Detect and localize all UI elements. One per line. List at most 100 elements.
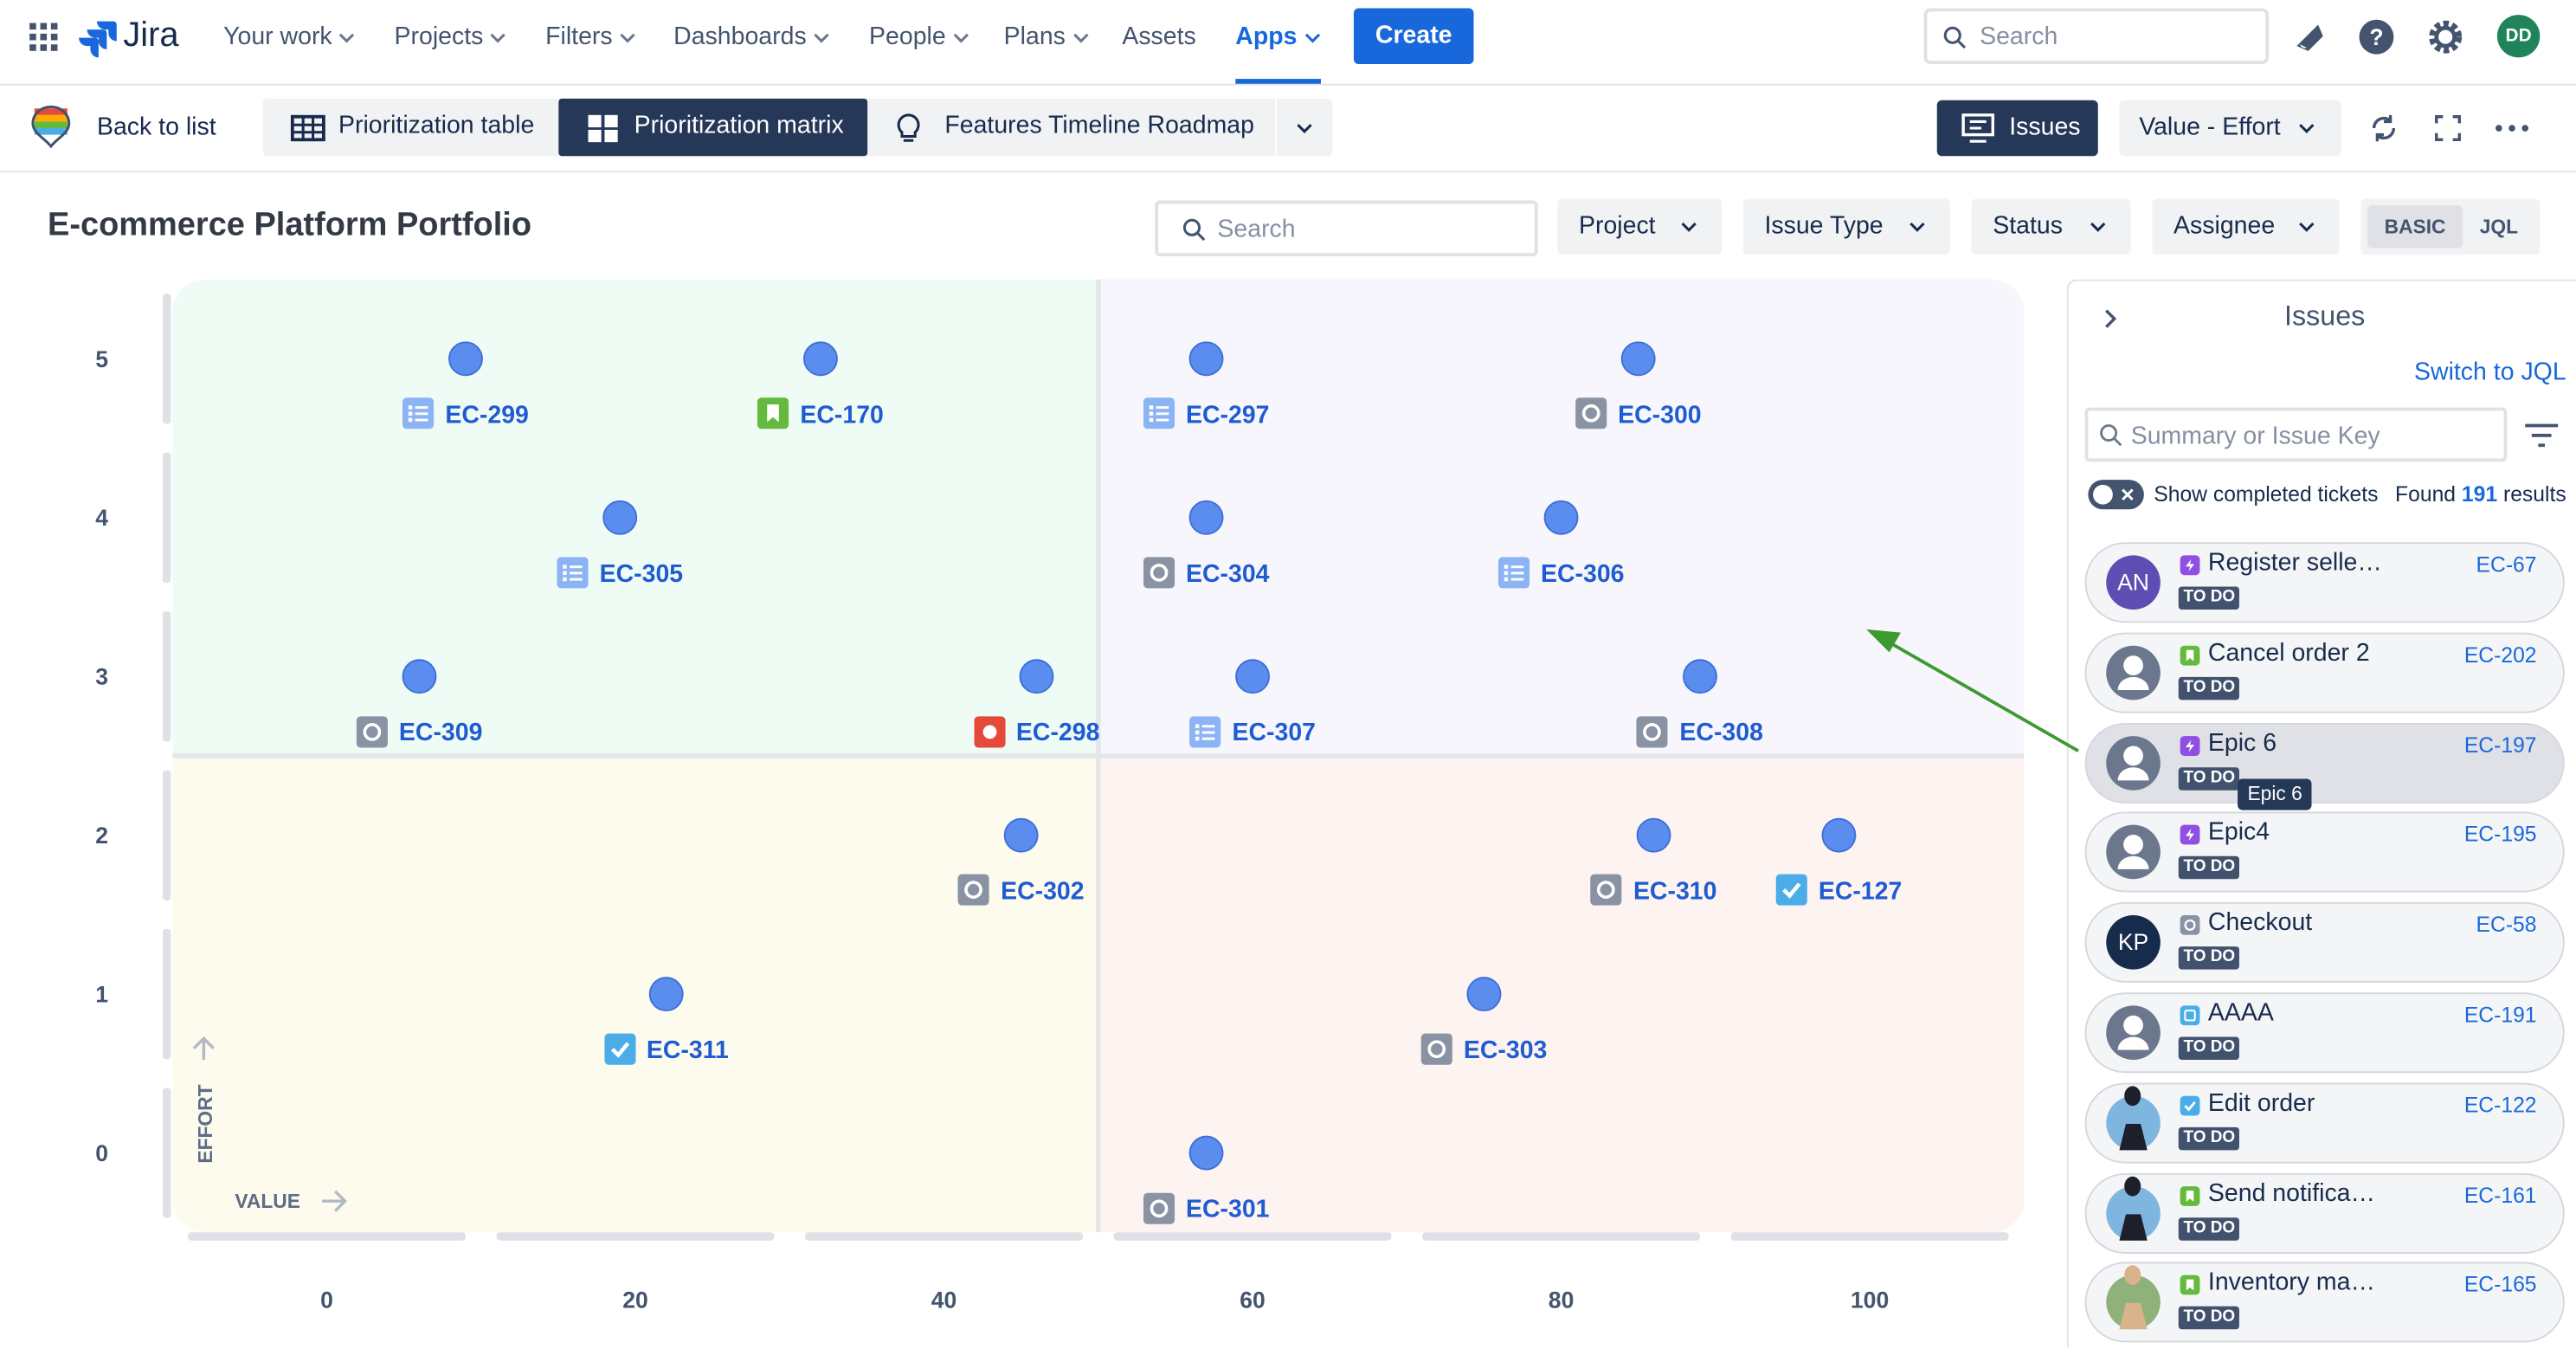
- completed-toggle[interactable]: [2088, 480, 2144, 510]
- glyph: [1597, 881, 1615, 900]
- issue-key-label[interactable]: EC-308: [1679, 719, 1762, 746]
- q: ?: [2369, 24, 2383, 50]
- user-avatar[interactable]: DD: [2496, 15, 2541, 58]
- filter-dropdown[interactable]: Status: [1971, 198, 2131, 255]
- view-tab[interactable]: Prioritization table: [263, 99, 559, 156]
- issue-point[interactable]: [402, 659, 437, 694]
- issue-key-label[interactable]: EC-300: [1618, 401, 1701, 429]
- chevron: [953, 33, 969, 43]
- issue-point[interactable]: [1543, 500, 1579, 535]
- issue-card[interactable]: KP Checkout EC-58 TO DO: [2084, 902, 2565, 984]
- panel-search[interactable]: Summary or Issue Key: [2084, 407, 2508, 462]
- issue-point[interactable]: [1821, 817, 1857, 853]
- glyph: [2186, 739, 2195, 752]
- issue-key-label[interactable]: EC-127: [1819, 878, 1902, 906]
- issues-button[interactable]: Issues: [1936, 100, 2098, 157]
- nav-item[interactable]: Projects: [394, 23, 484, 51]
- issue-point[interactable]: [1188, 1135, 1224, 1171]
- issue-key-label[interactable]: EC-311: [647, 1036, 729, 1064]
- issue-point[interactable]: [1235, 659, 1270, 694]
- sq: [588, 114, 602, 128]
- dot: [2508, 125, 2515, 132]
- issue-point[interactable]: [1683, 659, 1717, 694]
- issue-key-label[interactable]: EC-170: [800, 401, 883, 429]
- chevron-icon: [1297, 124, 1312, 133]
- filter-dropdown[interactable]: Project: [1557, 198, 1723, 255]
- issue-point[interactable]: [602, 500, 638, 535]
- issue-key-label[interactable]: EC-307: [1232, 719, 1315, 746]
- product-name[interactable]: Jira: [123, 16, 179, 55]
- issue-key-label[interactable]: EC-310: [1633, 878, 1716, 906]
- glyph: [2186, 558, 2195, 571]
- chevron: [1297, 124, 1312, 133]
- issue-point[interactable]: [1620, 341, 1656, 377]
- issue-key-label[interactable]: EC-298: [1016, 719, 1099, 746]
- mode-jql[interactable]: JQL: [2479, 215, 2519, 239]
- issue-card[interactable]: Epic 6 EC-197 TO DO: [2084, 722, 2565, 804]
- c: [2105, 309, 2117, 328]
- create-button[interactable]: Create: [1353, 8, 1474, 65]
- issue-key-label[interactable]: EC-297: [1186, 401, 1269, 429]
- issue-key: EC-197: [2463, 732, 2537, 758]
- back-link[interactable]: Back to list: [96, 113, 216, 142]
- issue-key-label[interactable]: EC-306: [1541, 560, 1624, 588]
- tooltip: Epic 6: [2238, 778, 2313, 810]
- issue-point[interactable]: [1466, 977, 1502, 1012]
- issue-type-icon: [957, 875, 989, 907]
- issue-point[interactable]: [1188, 500, 1224, 535]
- glyph: [1504, 577, 1508, 582]
- issue-card[interactable]: AN Register selle… EC-67 TO DO: [2084, 542, 2565, 623]
- glyph: [1201, 724, 1215, 727]
- issue-point[interactable]: [648, 977, 684, 1012]
- handle: [1957, 40, 1967, 49]
- nav-item[interactable]: Filters: [545, 23, 613, 51]
- nav-item[interactable]: Assets: [1122, 23, 1196, 51]
- issue-card[interactable]: AAAA EC-191 TO DO: [2084, 992, 2565, 1074]
- issue-point[interactable]: [1636, 817, 1671, 853]
- issue-key: EC-195: [2463, 822, 2537, 848]
- switch-jql-link[interactable]: Switch to JQL: [2414, 358, 2566, 386]
- mode-basic[interactable]: BASIC: [2367, 205, 2463, 248]
- issue-point[interactable]: [1188, 341, 1224, 377]
- nav-item[interactable]: Plans: [1003, 23, 1066, 51]
- assignee-avatar: AN: [2106, 555, 2161, 610]
- filter-search[interactable]: Search: [1155, 200, 1538, 257]
- body: [2117, 856, 2149, 870]
- issue-key-label[interactable]: EC-303: [1464, 1036, 1547, 1064]
- chevron-icon: [1909, 223, 1925, 232]
- issue-key-label[interactable]: EC-305: [600, 560, 684, 588]
- issue-card[interactable]: Inventory ma… EC-165 TO DO: [2084, 1262, 2565, 1344]
- issue-point[interactable]: [803, 341, 838, 377]
- issue-point[interactable]: [1019, 659, 1054, 694]
- search-placeholder: Summary or Issue Key: [2130, 422, 2380, 450]
- issue-type-icon: [1497, 557, 1530, 589]
- issue-key-label[interactable]: EC-304: [1186, 560, 1270, 588]
- issue-point[interactable]: [1003, 817, 1039, 853]
- chevron: [814, 33, 829, 43]
- nav-item[interactable]: Your work: [223, 23, 332, 51]
- issue-key-label[interactable]: EC-302: [1001, 878, 1084, 906]
- issue-card[interactable]: Cancel order 2 EC-202 TO DO: [2084, 632, 2565, 713]
- tab-more[interactable]: [1274, 98, 1332, 157]
- view-tab[interactable]: Features Timeline Roadmap: [867, 99, 1275, 156]
- glyph: [1643, 722, 1662, 741]
- nav-item[interactable]: People: [869, 23, 946, 51]
- issue-key-label[interactable]: EC-299: [445, 401, 528, 429]
- issue-key-label[interactable]: EC-309: [399, 719, 482, 746]
- head: [2123, 745, 2143, 765]
- issue-card[interactable]: Edit order EC-122 TO DO: [2084, 1082, 2565, 1164]
- nav-item[interactable]: Apps: [1235, 23, 1298, 51]
- issue-point[interactable]: [448, 341, 483, 377]
- icon-bg: [1575, 397, 1607, 429]
- g: [2429, 20, 2463, 54]
- nav-item[interactable]: Dashboards: [673, 23, 807, 51]
- x-axis-segment: [1113, 1232, 1392, 1241]
- issue-key-label[interactable]: EC-301: [1186, 1196, 1270, 1223]
- search-box[interactable]: Search: [1923, 8, 2270, 65]
- app-switcher[interactable]: [29, 23, 59, 53]
- issue-card[interactable]: Send notifica… EC-161 TO DO: [2084, 1172, 2565, 1254]
- issue-card[interactable]: Epic4 EC-195 TO DO: [2084, 812, 2565, 894]
- view-tab[interactable]: Prioritization matrix: [558, 98, 868, 157]
- filter-dropdown[interactable]: Issue Type: [1742, 198, 1950, 255]
- g2: [2434, 25, 2457, 48]
